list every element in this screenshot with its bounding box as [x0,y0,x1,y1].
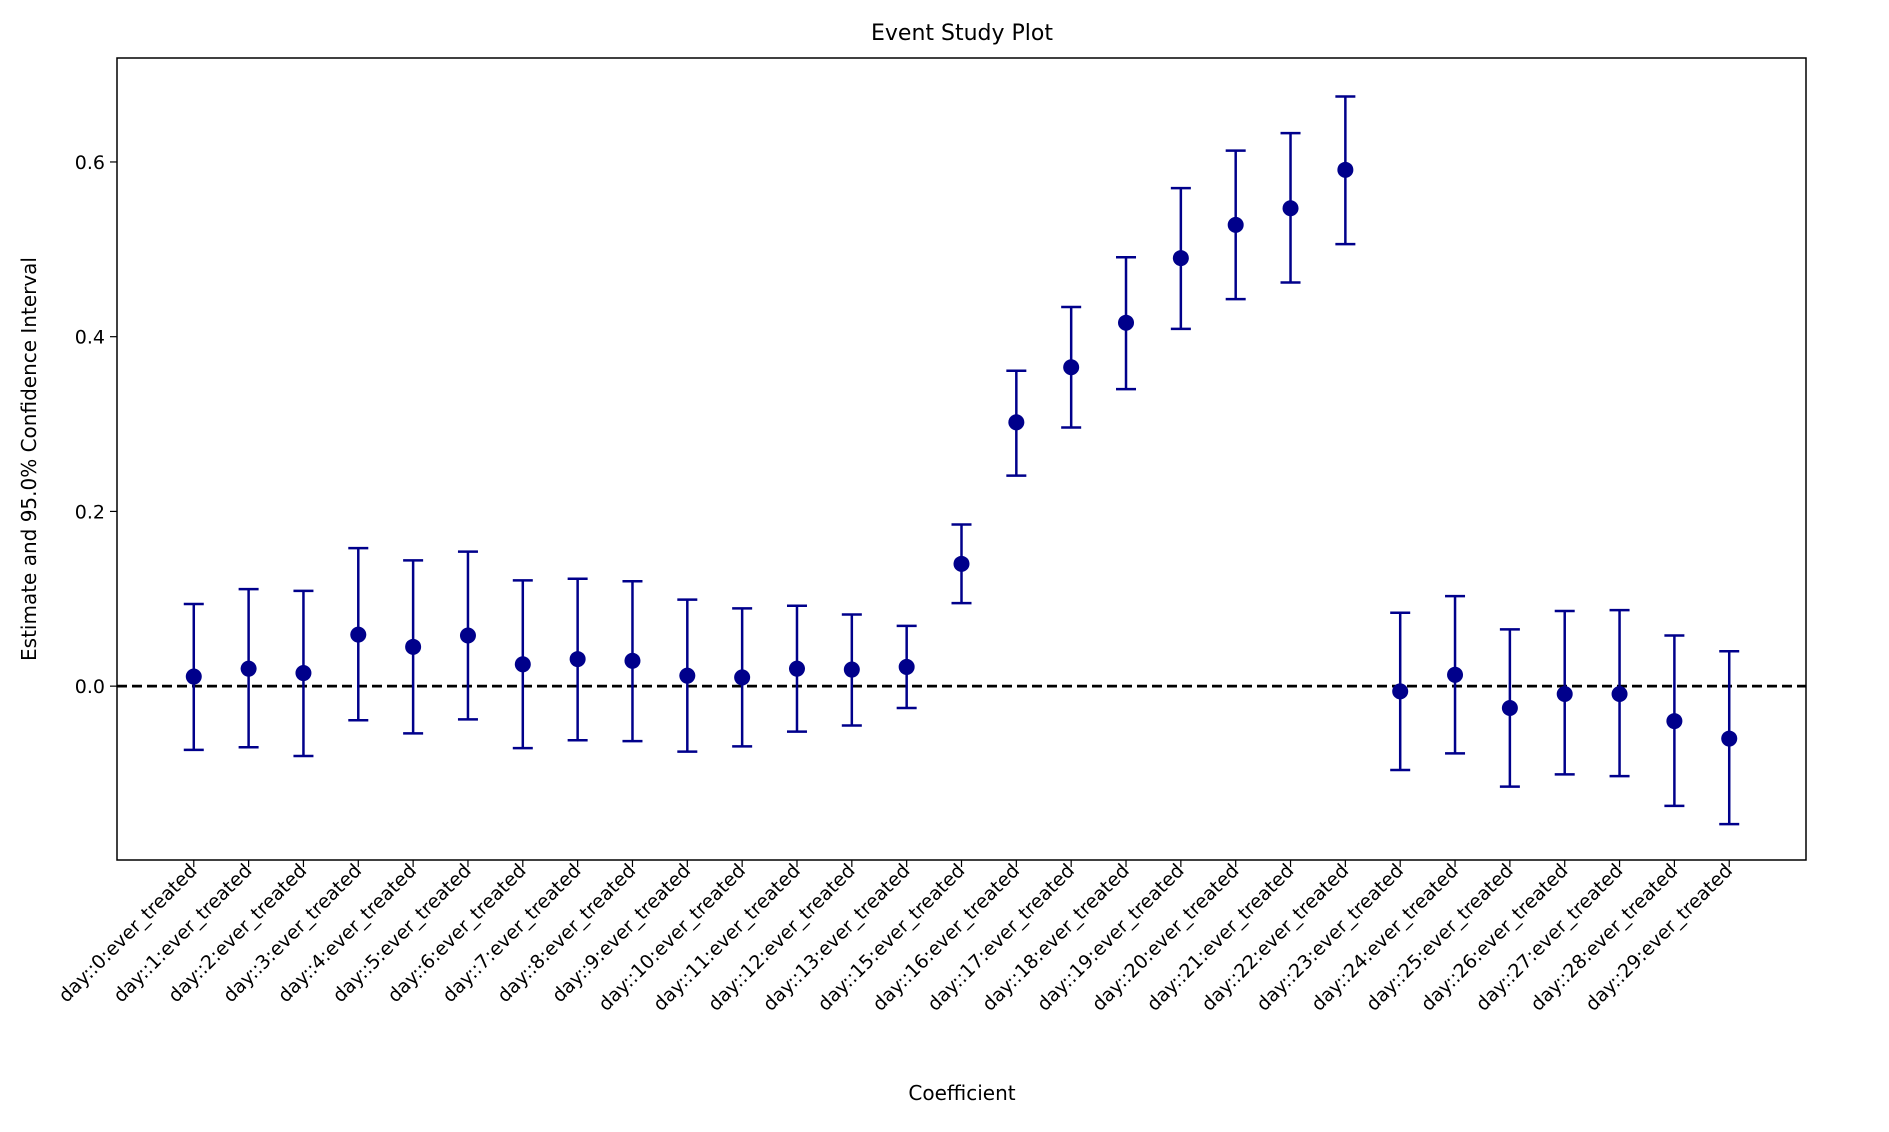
estimate-point [1721,730,1738,747]
estimate-point [1501,699,1518,716]
estimate-point [1063,359,1080,376]
chart-title: Event Study Plot [871,21,1053,46]
estimate-point [295,665,312,682]
estimate-point [1392,683,1409,700]
estimate-point [1227,216,1244,233]
estimate-point [734,669,751,686]
estimate-point [624,652,641,669]
estimate-point [898,658,915,675]
y-tick-label: 0.4 [75,327,105,349]
estimate-point [569,651,586,668]
estimate-point [1118,314,1135,331]
estimate-point [514,656,531,673]
estimate-point [1282,200,1299,217]
estimate-point [1556,686,1573,703]
estimate-point [350,626,367,643]
y-tick-label: 0.6 [75,152,105,174]
estimate-point [788,660,805,677]
estimate-point [1008,414,1025,431]
estimate-point [1666,713,1683,730]
estimate-point [185,668,202,685]
estimate-point [953,555,970,572]
estimate-point [679,667,696,684]
estimate-point [1447,666,1464,683]
estimate-point [843,661,860,678]
estimate-point [405,638,422,655]
y-axis-label: Estimate and 95.0% Confidence Interval [17,257,41,661]
y-tick-label: 0.2 [75,501,105,523]
estimate-point [240,660,257,677]
estimate-point [459,627,476,644]
axes-frame [116,57,1807,861]
x-axis-label: Coefficient [908,1081,1015,1105]
estimate-point [1172,250,1189,267]
estimate-point [1337,161,1354,178]
estimate-point [1611,686,1628,703]
y-tick-label: 0.0 [75,676,105,698]
